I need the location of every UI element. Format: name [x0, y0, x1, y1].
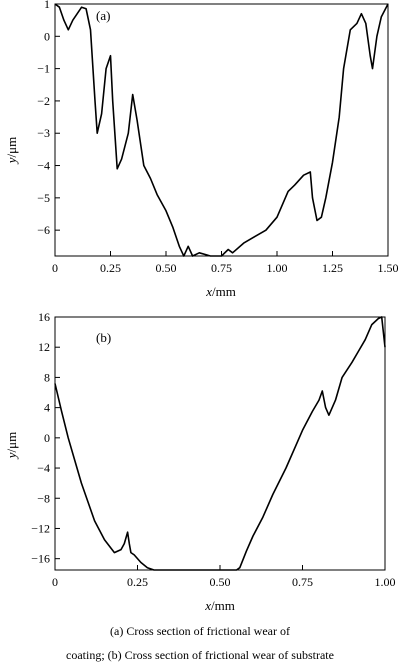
panel-label-a: (a)	[96, 8, 110, 23]
figure-caption-line-1: (a) Cross section of frictional wear of	[110, 624, 290, 638]
x-tick-label: 0.50	[156, 261, 177, 275]
y-tick-label: 1	[44, 0, 50, 11]
y-tick-label: 4	[44, 401, 50, 415]
y-tick-label: −6	[37, 223, 50, 237]
series-line-b	[54, 316, 386, 571]
plot-frame-b	[54, 316, 386, 571]
y-tick-label: 8	[44, 370, 50, 384]
y-tick-label: 0	[44, 431, 50, 445]
x-tick-label: 1.00	[375, 575, 396, 589]
y-tick-label: −3	[37, 126, 50, 140]
x-tick-label: 0	[52, 575, 58, 589]
y-tick-label: −12	[31, 521, 50, 535]
y-tick-label: −5	[37, 191, 50, 205]
y-tick-label: −8	[37, 491, 50, 505]
x-tick-label: 1.25	[322, 261, 343, 275]
figure-caption-line-2: coating; (b) Cross section of frictional…	[66, 648, 334, 662]
y-tick-label: −4	[37, 159, 50, 173]
y-tick-label: 16	[38, 310, 50, 324]
y-axis-title-b: y/μm	[4, 432, 19, 460]
y-tick-label: 12	[38, 340, 50, 354]
x-tick-label: 1.00	[267, 261, 288, 275]
x-axis-title-a: x/mm	[205, 284, 236, 299]
chart-a: 0 0.25 0.50 0.75 1.00 1.25 1.50 1 0 −1 −2 −3 −4 −5 −6…	[4, 0, 399, 299]
x-tick-label: 0.50	[210, 575, 231, 589]
x-tick-label: 0.75	[292, 575, 313, 589]
x-tick-label: 1.50	[378, 261, 399, 275]
panel-label-b: (b)	[96, 330, 111, 345]
x-tick-label: 0.75	[211, 261, 232, 275]
x-axis-title-b: x/mm	[204, 598, 235, 613]
y-tick-label: −2	[37, 94, 50, 108]
y-axis-title-a: y/μm	[4, 137, 19, 165]
x-tick-label: 0.25	[100, 261, 121, 275]
y-tick-label: −1	[37, 62, 50, 76]
y-tick-label: −16	[31, 552, 50, 566]
x-tick-label: 0.25	[127, 575, 148, 589]
y-tick-label: −4	[37, 461, 50, 475]
x-tick-label: 0	[52, 261, 58, 275]
series-line-a	[54, 3, 389, 257]
y-tick-label: 0	[44, 29, 50, 43]
